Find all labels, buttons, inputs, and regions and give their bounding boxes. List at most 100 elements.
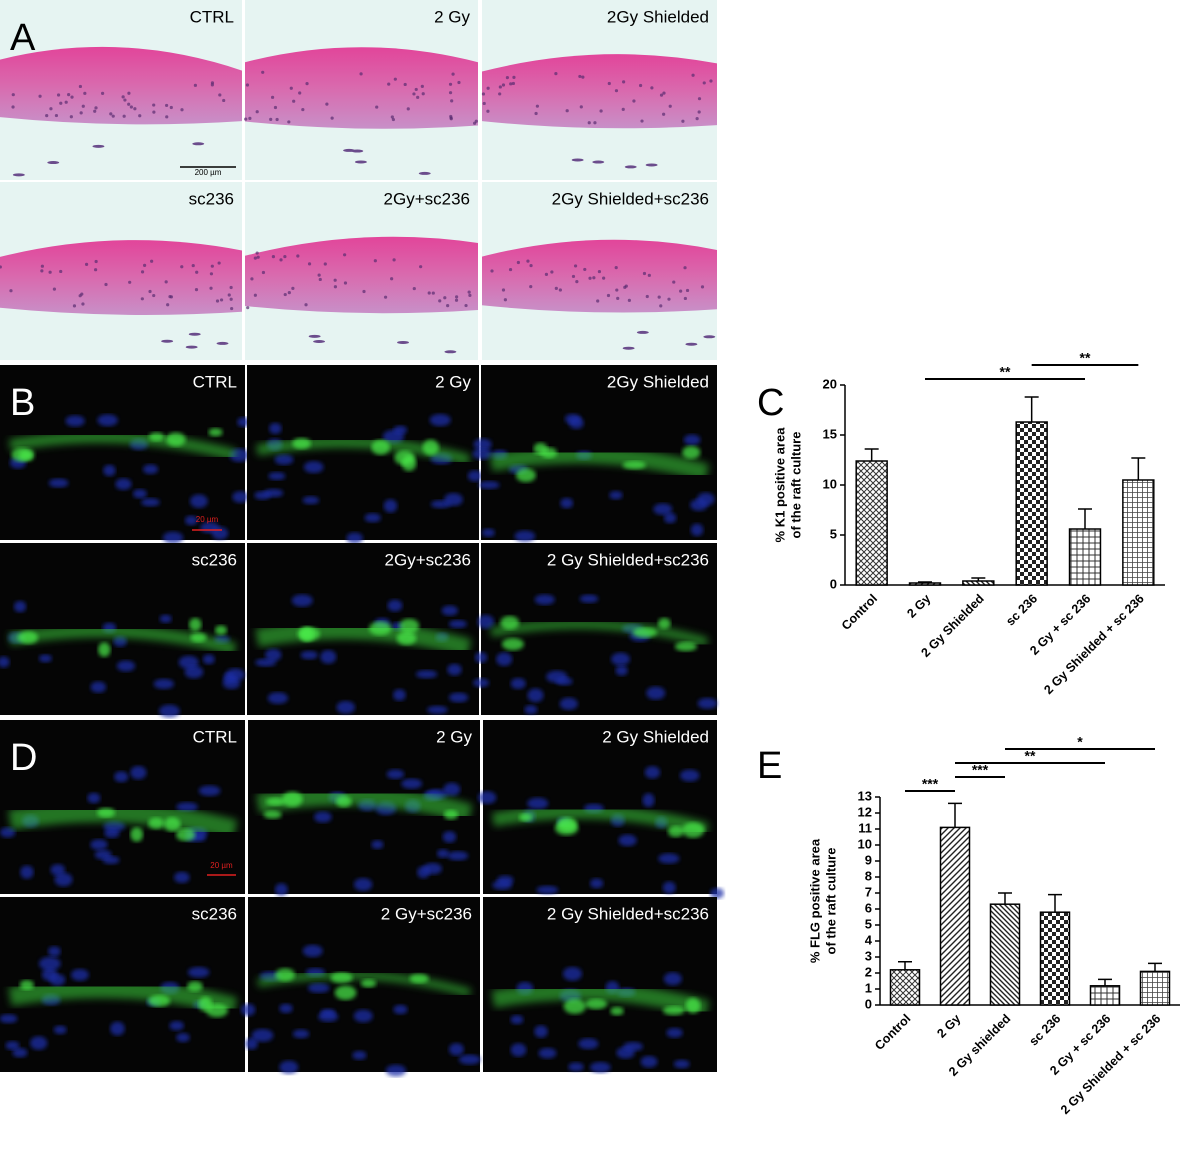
nucleus	[210, 264, 214, 268]
nucleus	[323, 262, 327, 266]
nucleus	[429, 413, 451, 427]
stain-spot	[266, 797, 286, 806]
nucleus	[658, 853, 680, 864]
nucleus	[573, 264, 578, 268]
nucleus	[659, 93, 664, 97]
nucleus	[679, 289, 683, 293]
nucleus	[534, 594, 555, 605]
x-tick-label: sc 236	[1027, 1012, 1064, 1049]
nucleus	[393, 1004, 408, 1015]
stain-spot	[166, 432, 186, 447]
image-label: sc236	[192, 904, 237, 923]
nucleus	[138, 114, 142, 118]
nucleus	[333, 285, 338, 289]
nucleus	[359, 72, 363, 76]
nucleus	[191, 263, 195, 268]
image-panel	[247, 365, 483, 544]
nucleus	[256, 255, 260, 259]
nucleus	[454, 298, 459, 302]
nucleus	[403, 82, 407, 87]
y-tick-label: 3	[865, 948, 872, 963]
nucleus	[269, 117, 273, 121]
nucleus	[510, 677, 526, 690]
stain-spot	[682, 445, 701, 459]
tissue-layer	[245, 47, 478, 129]
nucleus	[198, 785, 221, 796]
nucleus	[0, 656, 10, 668]
nucleus	[132, 489, 147, 499]
nucleus	[9, 289, 13, 293]
cell	[571, 158, 584, 162]
nucleus	[618, 834, 637, 847]
stain	[8, 431, 237, 461]
nucleus	[70, 968, 89, 981]
y-tick-label: 2	[865, 964, 872, 979]
stain-spot	[515, 468, 536, 483]
stain-spot	[368, 621, 392, 636]
nucleus	[59, 269, 63, 274]
y-tick-label: 6	[865, 900, 872, 915]
stain-spot	[176, 828, 196, 842]
image-label: 2Gy+sc236	[385, 550, 471, 569]
nucleus	[320, 649, 337, 664]
stain-spot	[275, 968, 295, 982]
nucleus	[589, 1061, 611, 1073]
nucleus	[535, 104, 539, 108]
nucleus	[48, 946, 61, 957]
significance-label: ***	[972, 762, 989, 778]
scale-bar-label: 20 µm	[210, 861, 233, 870]
y-axis-label: of the raft culture	[788, 432, 803, 539]
nucleus	[40, 264, 44, 268]
nucleus	[406, 107, 410, 111]
nucleus	[255, 110, 259, 114]
error-bar	[1131, 457, 1146, 480]
nucleus	[50, 864, 66, 876]
cell	[192, 142, 205, 146]
image-label: 2Gy Shielded	[607, 7, 709, 26]
nucleus	[697, 697, 718, 709]
cell	[418, 171, 431, 175]
nucleus	[546, 670, 568, 683]
nucleus	[383, 499, 398, 513]
nucleus	[685, 288, 690, 293]
nucleus	[571, 274, 576, 279]
nucleus	[498, 85, 502, 89]
stain-spot	[208, 428, 223, 437]
nucleus	[607, 81, 611, 86]
stain-spot	[409, 973, 429, 984]
image-panel	[0, 182, 242, 360]
cell	[343, 148, 356, 152]
nucleus	[401, 778, 423, 789]
nucleus	[83, 91, 87, 95]
tissue-layer	[482, 54, 717, 129]
stain-spot	[681, 822, 705, 838]
nucleus	[11, 105, 15, 109]
bar	[1122, 479, 1155, 586]
nucleus	[448, 619, 467, 629]
nucleus	[511, 81, 516, 86]
y-axis-label: % K1 positive area	[772, 427, 787, 543]
image-panel	[247, 543, 479, 715]
nucleus	[450, 99, 454, 103]
cell	[636, 330, 649, 334]
nucleus	[94, 106, 98, 110]
nucleus	[140, 297, 144, 301]
nucleus	[490, 269, 494, 273]
image-label: 2 Gy Shielded+sc236	[547, 550, 709, 569]
stain	[8, 801, 238, 840]
nucleus	[581, 75, 585, 79]
nucleus	[536, 885, 559, 895]
nucleus	[390, 277, 394, 281]
bar	[1068, 528, 1102, 586]
nucleus	[538, 1047, 557, 1059]
image-label: CTRL	[190, 7, 234, 26]
image-panel	[481, 0, 717, 180]
nucleus	[56, 93, 61, 97]
nucleus	[420, 84, 424, 88]
nucleus	[121, 95, 125, 99]
nucleus	[123, 98, 127, 102]
nucleus	[97, 414, 118, 427]
nucleus	[78, 294, 82, 298]
nucleus	[602, 276, 606, 280]
nucleus	[215, 299, 220, 303]
